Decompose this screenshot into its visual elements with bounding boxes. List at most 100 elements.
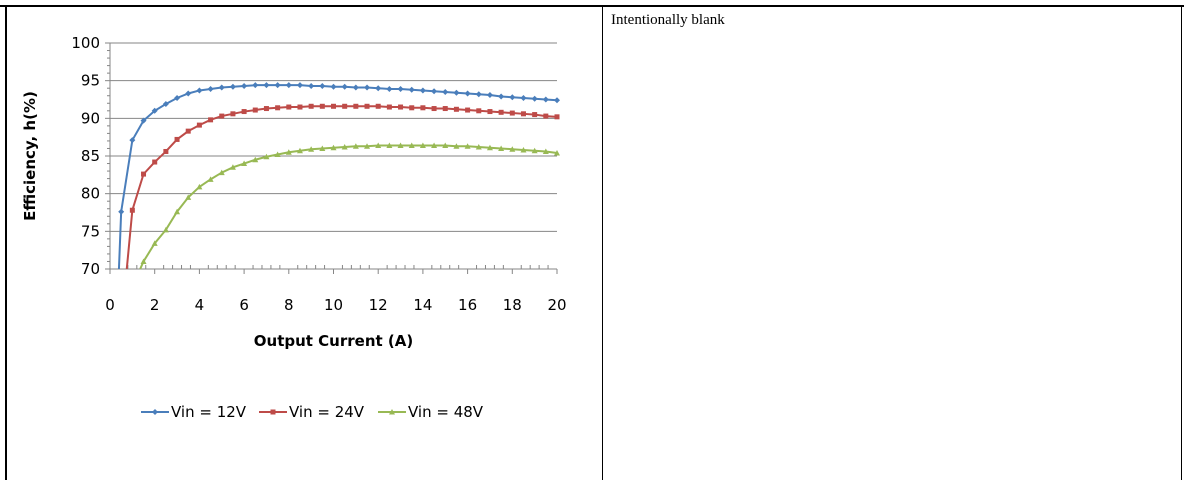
x-tick-label: 10 (324, 296, 343, 314)
x-tick-label: 0 (105, 296, 115, 314)
data-point (532, 112, 538, 118)
data-point (375, 103, 381, 109)
data-point (162, 226, 169, 233)
data-point (263, 82, 270, 89)
table-cell-divider (602, 5, 603, 480)
data-point (274, 82, 281, 89)
x-tick-label: 14 (413, 296, 432, 314)
table-right-border (1181, 5, 1182, 480)
data-point (118, 208, 125, 215)
data-point (252, 107, 258, 113)
data-point (151, 240, 158, 246)
data-point (296, 147, 303, 154)
data-point (219, 113, 225, 119)
data-point (185, 90, 192, 97)
data-point (476, 108, 482, 114)
data-point (475, 91, 482, 98)
data-point (408, 86, 415, 93)
data-point (465, 107, 471, 113)
data-point (542, 148, 549, 154)
data-point (386, 85, 393, 92)
series-line (139, 144, 558, 270)
series-3 (139, 142, 560, 270)
data-point (509, 110, 515, 116)
data-point (398, 104, 404, 110)
data-point (353, 103, 359, 109)
data-point (531, 147, 538, 154)
data-point (464, 90, 471, 97)
data-point (274, 151, 281, 157)
data-point (442, 142, 449, 148)
data-point (185, 194, 192, 200)
data-point (297, 104, 303, 110)
data-point (319, 145, 326, 151)
data-point (252, 82, 259, 89)
data-point (341, 83, 348, 90)
data-point (389, 409, 395, 415)
data-point (386, 104, 392, 110)
table-left-border (5, 5, 7, 480)
data-point (442, 88, 449, 95)
data-point (263, 153, 270, 160)
data-point (554, 149, 560, 156)
data-point (509, 94, 516, 101)
data-point (453, 143, 460, 149)
data-point (140, 117, 147, 124)
data-point (296, 82, 303, 89)
intentionally-blank-text: Intentionally blank (611, 12, 725, 28)
data-point (129, 137, 136, 144)
data-point (498, 145, 505, 151)
data-point (419, 142, 426, 148)
data-point (207, 85, 214, 92)
data-point (174, 208, 181, 215)
y-tick-label: 85 (81, 147, 100, 165)
data-point (308, 82, 315, 89)
data-point (241, 160, 248, 167)
data-point (442, 106, 448, 112)
data-point (218, 84, 225, 91)
data-point (520, 146, 527, 153)
data-point (330, 83, 337, 90)
data-point (174, 94, 181, 101)
data-point (196, 87, 203, 94)
y-tick-label: 90 (81, 109, 100, 127)
data-point (531, 95, 538, 102)
data-point (486, 144, 493, 151)
data-point (162, 101, 169, 108)
data-point (308, 103, 314, 109)
x-axis-title: Output Current (A) (254, 332, 413, 350)
data-point (308, 146, 315, 152)
data-point (409, 105, 415, 111)
table-top-border (0, 5, 1184, 7)
data-point (397, 142, 404, 148)
data-point (319, 103, 325, 109)
data-series (117, 82, 560, 270)
series-1 (117, 82, 560, 270)
data-point (207, 176, 214, 182)
data-point (141, 171, 147, 177)
x-tick-label: 8 (284, 296, 294, 314)
data-point (554, 97, 560, 104)
data-point (364, 84, 371, 91)
legend-label: Vin = 12V (171, 403, 247, 421)
data-point (364, 103, 370, 109)
data-point (129, 207, 135, 213)
data-point (375, 142, 382, 148)
series-2 (125, 103, 560, 270)
x-tick-label: 12 (369, 296, 388, 314)
data-point (285, 149, 292, 155)
data-point (152, 409, 158, 415)
x-tick-label: 20 (547, 296, 566, 314)
data-point (196, 183, 203, 190)
y-tick-label: 95 (81, 72, 100, 90)
data-point (208, 117, 214, 123)
data-point (218, 169, 225, 176)
data-point (487, 109, 493, 115)
data-point (520, 111, 526, 117)
data-point (263, 106, 269, 112)
data-point (230, 111, 236, 117)
data-point (542, 96, 549, 103)
data-point (486, 91, 493, 98)
data-point (419, 87, 426, 94)
x-tick-label: 18 (503, 296, 522, 314)
